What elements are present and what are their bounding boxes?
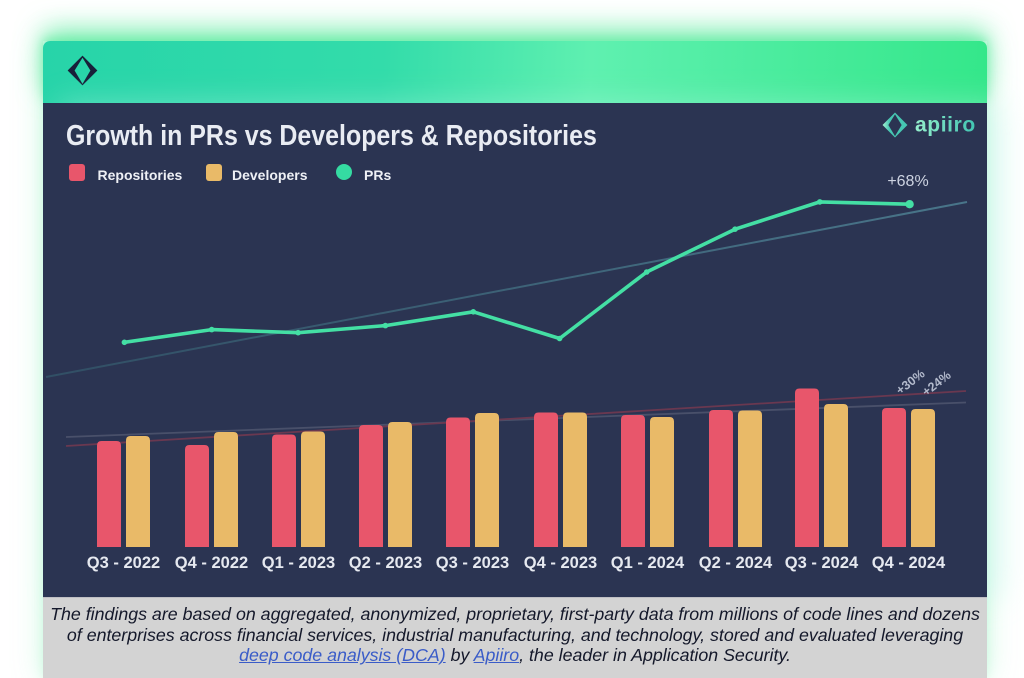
svg-text:Q2 - 2024: Q2 - 2024 [699,554,773,572]
svg-text:+68%: +68% [887,173,928,190]
svg-text:Q2 - 2023: Q2 - 2023 [349,554,422,572]
svg-text:Q4 - 2023: Q4 - 2023 [524,554,597,572]
svg-text:Q3 - 2023: Q3 - 2023 [436,554,509,572]
svg-text:Q4 - 2022: Q4 - 2022 [175,554,248,572]
svg-text:Q3 - 2022: Q3 - 2022 [87,554,160,572]
svg-text:Q1 - 2023: Q1 - 2023 [262,554,335,572]
svg-text:apiiro: apiiro [915,114,976,137]
svg-text:Q4 - 2024: Q4 - 2024 [872,554,946,572]
svg-text:Q1 - 2024: Q1 - 2024 [611,554,685,572]
svg-text:+24%: +24% [919,368,953,399]
svg-text:Q3 - 2024: Q3 - 2024 [785,554,859,572]
